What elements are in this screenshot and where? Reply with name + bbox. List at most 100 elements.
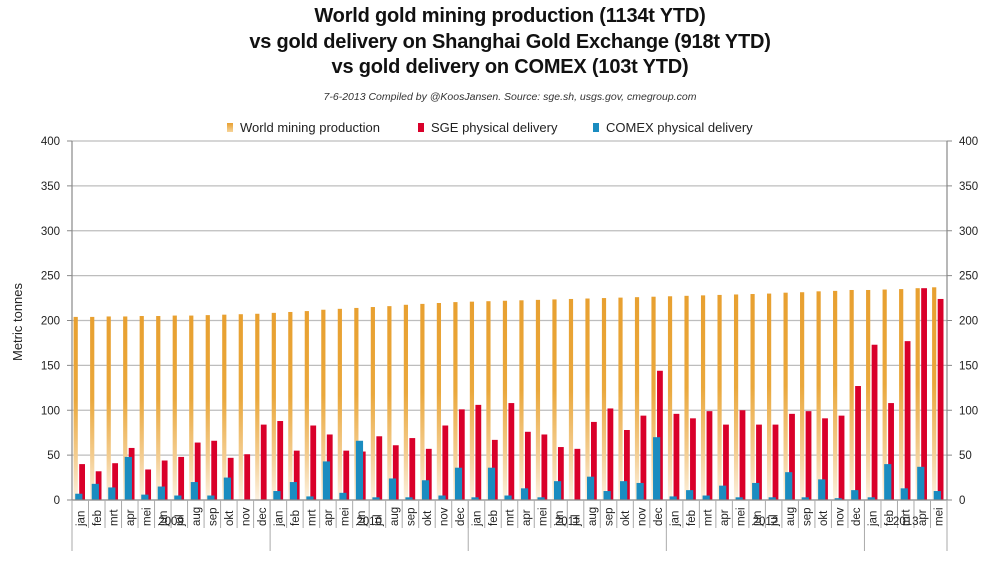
bar-comex [504,495,512,500]
bar-comex [306,496,314,500]
bar-world-mining [205,315,210,500]
y-tick-label-left: 150 [41,360,60,372]
bar-sge [739,410,746,500]
x-tick-label-month: sep [207,507,219,526]
bar-world-mining [139,316,144,500]
bar-world-mining [453,302,458,500]
y-tick-label-left: 200 [41,316,60,328]
x-tick-label-month: mei [934,507,946,526]
x-tick-label-month: mei [141,507,153,526]
bar-sge [590,421,597,500]
bar-sge [690,418,696,500]
bar-sge [178,456,185,500]
bar-sge [574,448,581,500]
y-tick-label-left: 400 [41,136,60,148]
x-tick-label-month: dec [653,507,665,526]
bar-world-mining [535,299,541,500]
x-tick-label-month: aug [191,507,203,526]
x-tick-label-month: jun [356,511,368,527]
x-tick-label-month: okt [620,510,632,526]
bar-sge [145,469,152,500]
bar-comex [405,497,413,500]
bar-sge [557,447,564,500]
bar-world-mining [783,292,788,500]
bar-comex [454,467,463,500]
x-tick-label-month: feb [488,510,500,526]
bar-world-mining [436,302,442,500]
x-tick-label-month: jul [372,514,384,527]
bar-world-mining [651,296,656,500]
bar-sge [392,445,399,500]
x-tick-label-month: feb [884,510,896,526]
bar-world-mining [271,312,276,500]
bar-comex [273,491,281,500]
axes: 0 0 50 50 100 100 150 150 200 200 250 250 300 300 350 3… [41,136,978,551]
bar-sge [937,298,944,500]
x-tick-label-month: sep [405,507,417,526]
bar-sge [756,424,762,500]
bar-world-mining [717,294,722,500]
bar-comex [207,495,215,500]
bar-comex [603,491,611,500]
bar-comex [355,440,364,500]
bar-world-mining [552,299,557,500]
y-tick-label-left: 100 [41,405,60,417]
bar-world-mining [73,316,78,500]
x-tick-label-month: nov [438,507,450,526]
bar-world-mining [899,289,904,500]
bar-world-mining [106,316,111,500]
bar-comex [735,497,743,500]
bar-comex [471,497,479,500]
x-tick-label-month: sep [802,507,814,526]
y-tick-label-left: 300 [41,226,60,238]
bar-world-mining [849,289,854,500]
bar-world-mining [238,314,243,500]
x-tick-label-month: mrt [703,509,715,526]
y-tick-label-right: 100 [959,405,978,417]
x-tick-label-month: dec [257,507,269,526]
bar-comex [620,481,628,500]
legend-swatch-comex [593,123,599,132]
bar-comex [339,492,347,500]
bar-world-mining [800,292,805,500]
bar-comex [933,491,941,500]
bar-sge [211,440,218,500]
bar-sge [475,404,482,500]
bar-world-mining [750,294,755,500]
y-tick-label-left: 50 [47,450,60,462]
bar-comex [108,487,116,500]
chart-title-line-3: vs gold delivery on COMEX (103t YTD) [331,56,689,78]
bar-world-mining [255,313,260,500]
bar-sge [822,418,828,500]
bar-world-mining [618,297,623,500]
x-tick-label-month: aug [785,507,797,526]
bar-world-mining [585,298,590,500]
x-tick-label-month: mei [538,507,550,526]
legend-item-comex: COMEX physical delivery [593,120,753,135]
bar-comex [586,476,595,500]
y-tick-label-right: 250 [959,271,978,283]
x-tick-label-month: nov [637,507,649,526]
bar-sge [855,386,861,500]
y-tick-label-left: 0 [54,495,60,507]
x-tick-label-year: 2013 [893,516,919,528]
bar-sge [772,424,779,500]
y-tick-label-right: 350 [959,181,978,193]
bar-comex [190,482,198,500]
x-tick-label-month: mei [339,507,351,526]
x-tick-label-year: 2011 [555,516,580,528]
bar-sge [921,288,927,500]
x-tick-label-month: nov [240,507,252,526]
bar-comex [636,482,644,500]
x-tick-label-month: apr [917,509,929,526]
bar-sge [789,413,795,500]
bar-world-mining [700,295,706,500]
x-tick-label-month: feb [686,510,698,526]
x-tick-label-month: apr [125,509,137,526]
bar-sge [425,448,432,500]
bar-sge [112,463,119,500]
bar-comex [702,495,710,500]
x-tick-label-month: dec [851,507,863,526]
chart-subtitle: 7-6-2013 Compiled by @KoosJansen. Source… [323,91,697,103]
x-tick-label-year: 2012 [753,516,779,528]
